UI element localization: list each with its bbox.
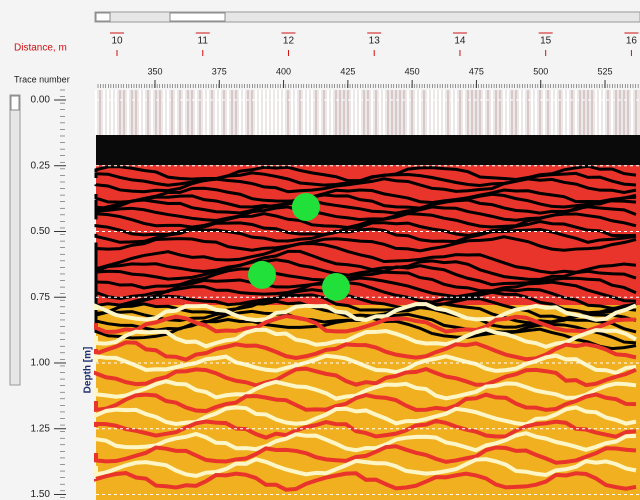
radar-reflection [94,444,637,465]
radar-reflection [94,258,637,295]
vertical-scroll-thumb[interactable] [10,95,20,111]
radar-reflection [94,267,637,303]
radar-reflection [94,353,637,376]
horizontal-scrollbar[interactable] [94,11,640,23]
distance-label: Distance, m [14,43,67,54]
trace-tick-label: 450 [405,66,420,76]
trace-tick-label: 375 [212,66,227,76]
trace-tick-label: 425 [340,66,355,76]
distance-tick-label: 14 [454,36,466,47]
radar-reflection [94,431,637,453]
distance-tick-label: 16 [626,36,638,47]
overlay: 10 11 12 13 14 15 16 350 375 400 425 450 475 500 525 0.… [31,32,640,500]
distance-tick-label: 11 [198,36,209,47]
distance-tick-label: 15 [540,36,552,47]
radar-reflection [94,241,637,275]
depth-tick-label: 0.75 [31,292,51,303]
radar-reflection [94,281,637,315]
depth-tick-label: 0.00 [31,95,51,106]
scroll-left-button[interactable] [95,12,111,22]
trace-tick-label: 500 [533,66,548,76]
depth-label: Depth [m] [83,347,94,394]
depth-tick-label: 0.25 [31,160,51,171]
depth-tick-label: 1.50 [31,489,51,500]
radar-reflection [94,235,637,253]
radar-reflection [94,314,637,335]
radar-reflection [94,249,637,281]
depth-tick-label: 1.25 [31,423,51,434]
radar-reflection [94,198,637,215]
trace-tick-label: 400 [276,66,291,76]
distance-tick-label: 13 [369,36,381,47]
vertical-scrollbar[interactable] [9,94,21,386]
marker-point [247,260,276,289]
marker-point [322,272,351,301]
radar-reflection [94,192,637,210]
radar-reflection [94,227,637,244]
radar-reflection [94,302,637,323]
trace-tick-label: 350 [147,66,162,76]
radar-band [96,305,640,500]
radar-reflection [94,366,637,388]
trace-tick-label: 525 [598,66,613,76]
radar-reflection [94,177,637,194]
trace-label: Trace number [14,74,70,84]
radar-reflection [94,212,637,230]
depth-tick-label: 1.00 [31,358,51,369]
radargram-image [94,90,640,500]
radar-reflection [94,379,637,401]
radar-reflection [94,186,637,205]
radar-reflection [94,405,637,427]
scroll-thumb[interactable] [169,12,226,22]
radar-reflection [94,327,637,349]
radar-reflection [94,457,637,478]
radar-reflection [94,392,637,414]
radar-reflection [94,471,637,492]
radar-reflection [94,418,637,440]
marker-point [291,193,320,222]
radar-band [96,135,640,165]
radar-reflection [94,276,637,310]
distance-tick-label: 12 [283,36,295,47]
trace-tick-label: 475 [469,66,484,76]
radar-reflection [94,340,637,362]
depth-tick-label: 0.50 [31,226,51,237]
distance-tick-label: 10 [111,36,123,47]
